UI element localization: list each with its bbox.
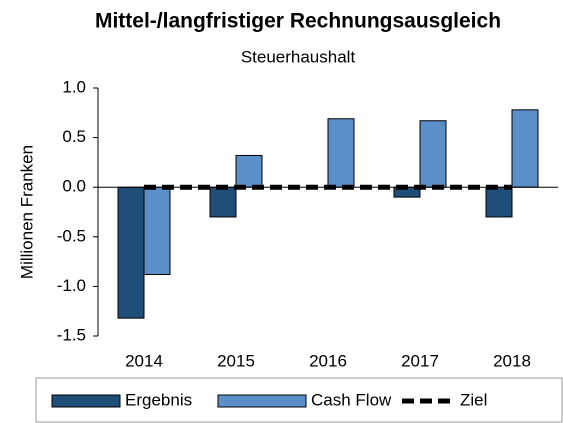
bar <box>209 186 237 218</box>
chart-subtitle: Steuerhaushalt <box>241 47 356 66</box>
legend-swatch <box>217 394 307 408</box>
x-tick-label: 2014 <box>125 351 163 370</box>
y-tick-label: 0.0 <box>62 177 86 196</box>
y-axis-label: Millionen Franken <box>17 145 36 279</box>
bar <box>143 186 171 275</box>
x-tick-label: 2017 <box>401 351 439 370</box>
legend-label: Cash Flow <box>311 390 392 409</box>
x-tick-label: 2018 <box>493 351 531 370</box>
bar <box>485 186 513 218</box>
bar <box>117 186 145 319</box>
chart-title: Mittel-/langfristiger Rechnungsausgleich <box>95 10 501 33</box>
y-tick-label: 0.5 <box>62 127 86 146</box>
y-tick-label: -1.5 <box>57 325 86 344</box>
x-tick-label: 2016 <box>309 351 347 370</box>
bar <box>419 120 447 188</box>
y-tick-label: 1.0 <box>62 77 86 96</box>
bar <box>327 118 355 188</box>
x-tick-label: 2015 <box>217 351 255 370</box>
bar <box>235 154 263 188</box>
legend-label: Ziel <box>460 390 487 409</box>
legend-label: Ergebnis <box>125 390 192 409</box>
y-tick-label: -0.5 <box>57 226 86 245</box>
y-tick-label: -1.0 <box>57 276 86 295</box>
bar <box>511 109 539 188</box>
legend-swatch <box>51 394 121 408</box>
